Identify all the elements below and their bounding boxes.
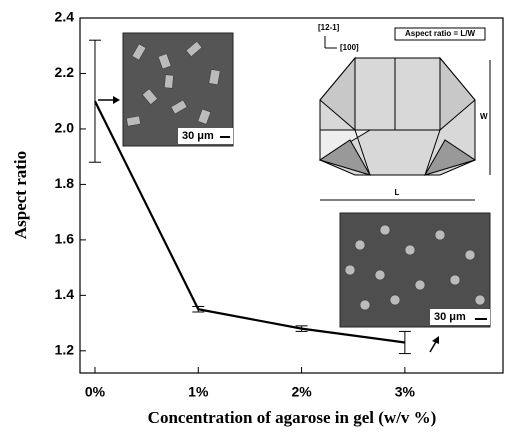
arrow (430, 336, 439, 352)
scale-bar-label: 30 μm (182, 130, 214, 142)
width-label: W (480, 112, 488, 121)
length-label: L (395, 188, 400, 197)
y-tick-label: 1.2 (55, 342, 75, 358)
scale-bar-label: 30 μm (434, 311, 466, 323)
direction-arrows (325, 36, 337, 48)
x-axis-label: Concentration of agarose in gel (w/v %) (148, 408, 437, 427)
y-tick-label: 1.8 (55, 175, 75, 191)
y-tick-label: 2.2 (55, 64, 75, 80)
y-tick-label: 1.4 (55, 286, 75, 302)
arrow (98, 96, 120, 104)
crystal-diagram (320, 58, 490, 200)
x-tick-label: 3% (395, 384, 416, 400)
sem-image-1: 30 μm (123, 33, 233, 146)
sem-image-2: 30 μm (340, 213, 490, 327)
chart: Aspect ratio Concentration of agarose in… (0, 0, 509, 432)
definition: Aspect ratio = L/W (405, 29, 475, 38)
y-tick-label: 2.4 (55, 9, 75, 25)
y-tick-label: 1.6 (55, 231, 75, 247)
y-tick-label: 2.0 (55, 120, 75, 136)
y-axis-label: Aspect ratio (11, 151, 30, 239)
direction-label: [100] (340, 43, 359, 52)
error-bar (89, 40, 101, 162)
x-tick-label: 2% (291, 384, 312, 400)
x-tick-label: 0% (85, 384, 106, 400)
x-tick-label: 1% (188, 384, 209, 400)
direction-label: [12-1] (318, 23, 340, 32)
